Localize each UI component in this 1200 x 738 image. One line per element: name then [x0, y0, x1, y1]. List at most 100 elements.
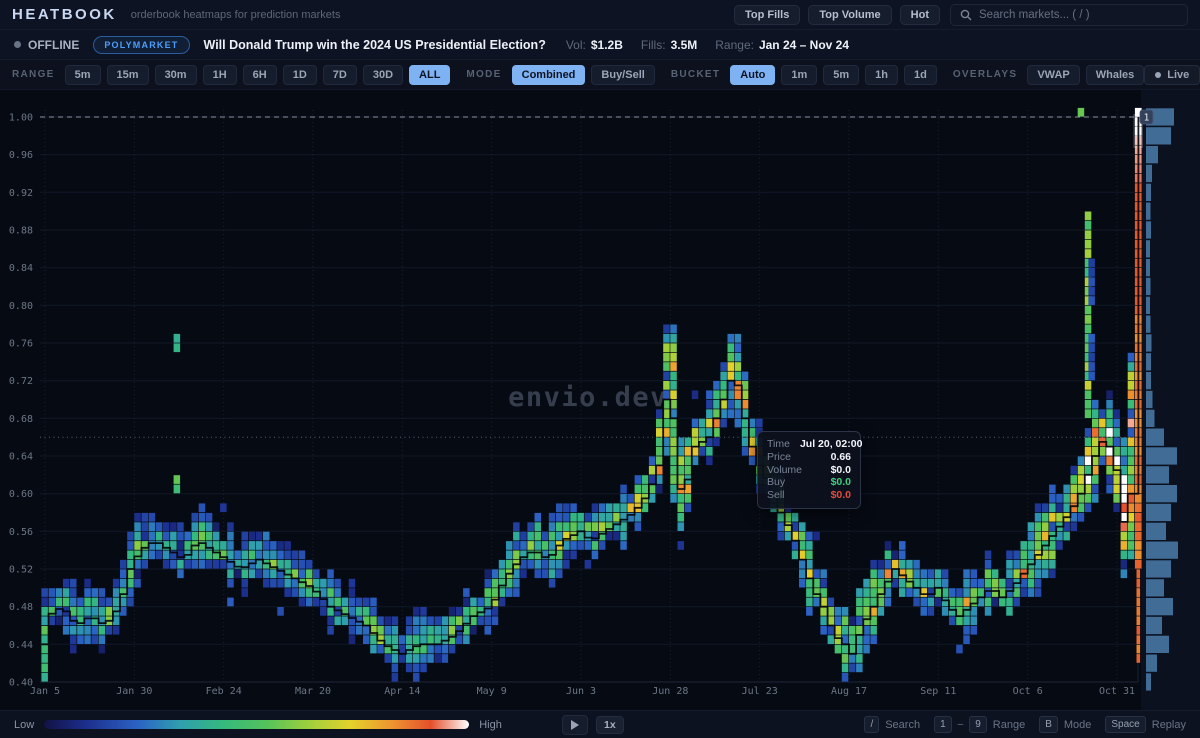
price-line: [41, 117, 1140, 655]
svg-text:0.48: 0.48: [9, 602, 33, 613]
app-logo: HEATBOOK: [12, 6, 117, 23]
toolbar-group-bucket: Auto 1m 5m 1h 1d: [730, 64, 937, 85]
toolbar-right: Live: [1144, 64, 1200, 86]
tooltip-value: $0.0: [830, 489, 851, 502]
svg-text:0.56: 0.56: [9, 527, 33, 538]
header-button-hot[interactable]: Hot: [899, 4, 940, 25]
toolbar-range-5m[interactable]: 5m: [64, 64, 101, 85]
market-stat-fills: Fills: 3.5M: [641, 38, 697, 52]
last-price-tag: 1: [1139, 109, 1154, 125]
toolbar-overlays-vwap[interactable]: VWAP: [1027, 64, 1080, 85]
stat-label: Fills:: [640, 37, 666, 52]
svg-text:0.84: 0.84: [9, 263, 33, 274]
live-button-label: Live: [1167, 68, 1190, 81]
toolbar-range-30m[interactable]: 30m: [154, 64, 197, 85]
exchange-badge[interactable]: POLYMARKET: [93, 35, 190, 54]
heatmap-svg[interactable]: envio.dev 1 1.00 0.96 0.92 0.88 0.84 0.80 0.76 0.…: [0, 90, 1200, 710]
svg-text:0.92: 0.92: [9, 188, 33, 199]
toolbar-label-mode: MODE: [466, 69, 502, 80]
svg-text:Sep 11: Sep 11: [920, 686, 956, 697]
legend-high-label: High: [479, 718, 502, 731]
tooltip-value: 0.66: [830, 450, 851, 463]
svg-text:Apr 14: Apr 14: [384, 686, 420, 697]
keycap-: /: [864, 716, 880, 733]
toolbar-mode-buy-sell[interactable]: Buy/Sell: [591, 64, 655, 85]
toolbar-label-range: RANGE: [12, 69, 55, 80]
shortcut-label: Replay: [1151, 718, 1186, 731]
chart-area: envio.dev 1 1.00 0.96 0.92 0.88 0.84 0.80 0.76 0.…: [0, 90, 1200, 710]
svg-text:0.76: 0.76: [9, 339, 33, 350]
shortcut-label: Mode: [1063, 718, 1092, 731]
replay-speed-button[interactable]: 1x: [596, 715, 624, 734]
keycap-b: B: [1039, 716, 1058, 733]
chart-tooltip: Time Jul 20, 02:00 Price 0.66 Volume $0.0 Buy $…: [757, 431, 863, 509]
play-icon: [571, 719, 579, 730]
toolbar-bucket-1d[interactable]: 1d: [903, 64, 937, 85]
live-button[interactable]: Live: [1144, 64, 1200, 85]
tooltip-row-price: Price 0.66: [767, 451, 851, 464]
search-input[interactable]: [979, 8, 1178, 21]
toolbar-range-7d[interactable]: 7D: [322, 64, 357, 85]
market-title: Will Donald Trump win the 2024 US Presid…: [203, 37, 546, 52]
toolbar-range-6h[interactable]: 6H: [242, 64, 277, 85]
header-button-top-fills[interactable]: Top Fills: [733, 4, 801, 25]
toolbar-range-all[interactable]: ALL: [409, 64, 451, 85]
shortcut-replay: Space Replay: [1105, 716, 1186, 733]
tooltip-label: Buy: [767, 476, 786, 489]
svg-text:Jun 28: Jun 28: [652, 686, 688, 697]
toolbar-overlays-whales[interactable]: Whales: [1085, 64, 1145, 85]
toolbar-mode-combined[interactable]: Combined: [511, 64, 586, 85]
shortcut-label: Search: [885, 718, 921, 731]
toolbar-range-1d[interactable]: 1D: [282, 64, 317, 85]
connection-status: OFFLINE: [14, 38, 79, 52]
svg-text:0.80: 0.80: [9, 301, 33, 312]
stat-label: Range:: [715, 37, 754, 52]
toolbar-bucket-1h[interactable]: 1h: [865, 64, 898, 85]
svg-text:Feb 24: Feb 24: [206, 686, 242, 697]
replay-play-button[interactable]: [562, 714, 588, 735]
market-bar: OFFLINE POLYMARKET Will Donald Trump win…: [0, 30, 1200, 60]
svg-text:Jan 5: Jan 5: [30, 686, 60, 697]
svg-text:0.64: 0.64: [9, 452, 33, 463]
tooltip-value: $0.0: [830, 463, 851, 476]
stat-value: 3.5M: [670, 37, 698, 52]
svg-text:May 9: May 9: [477, 686, 507, 697]
svg-text:1: 1: [1144, 113, 1150, 124]
svg-text:Oct 6: Oct 6: [1013, 686, 1043, 697]
toolbar-range-30d[interactable]: 30D: [362, 64, 404, 85]
x-axis-labels: Jan 5 Jan 30 Feb 24 Mar 20 Apr 14 May 9 Jun 3 J…: [30, 686, 1135, 697]
app-tagline: orderbook heatmaps for prediction market…: [130, 8, 341, 21]
search-box[interactable]: [950, 3, 1188, 26]
legend-low-label: Low: [14, 718, 35, 731]
svg-text:0.96: 0.96: [9, 150, 33, 161]
offline-dot-icon: [14, 41, 21, 48]
y-axis-labels: 1.00 0.96 0.92 0.88 0.84 0.80 0.76 0.72 0.68 0.64…: [9, 113, 33, 689]
tooltip-value: Jul 20, 02:00: [799, 438, 863, 450]
toolbar-range-15m[interactable]: 15m: [106, 64, 149, 85]
tooltip-label: Price: [767, 450, 791, 463]
svg-text:Aug 17: Aug 17: [831, 686, 867, 697]
replay-controls: 1x: [562, 714, 624, 735]
live-dot-icon: [1155, 71, 1162, 78]
heat-legend-gradient: [44, 720, 470, 729]
toolbar-bucket-auto[interactable]: Auto: [730, 64, 776, 85]
toolbar-bucket-5m[interactable]: 5m: [823, 64, 860, 85]
toolbar-bucket-1m[interactable]: 1m: [781, 64, 818, 85]
header-button-top-volume[interactable]: Top Volume: [808, 4, 892, 25]
search-icon: [960, 9, 972, 20]
svg-text:Oct 31: Oct 31: [1099, 686, 1135, 697]
tooltip-label: Sell: [767, 489, 785, 502]
keycap-space: Space: [1105, 716, 1146, 733]
toolbar-groups: RANGE 5m 15m 30m 1H 6H 1D 7D 30D ALL MODE Combined B…: [12, 64, 1145, 85]
toolbar-range-1h[interactable]: 1H: [202, 64, 237, 85]
chart-toolbar: RANGE 5m 15m 30m 1H 6H 1D 7D 30D ALL MODE Combined B…: [0, 60, 1200, 90]
svg-text:0.88: 0.88: [9, 226, 33, 237]
keycap-9: 9: [969, 716, 987, 733]
top-bar: HEATBOOK orderbook heatmaps for predicti…: [0, 0, 1200, 30]
toolbar-group-range: 5m 15m 30m 1H 6H 1D 7D 30D ALL: [64, 64, 451, 85]
heatmap-cells: [41, 107, 1143, 682]
tooltip-label: Time: [767, 438, 790, 450]
market-stat-vol: Vol: $1.2B: [566, 38, 623, 52]
svg-text:Jun 3: Jun 3: [566, 686, 596, 697]
header-actions: Top Fills Top Volume Hot: [733, 4, 940, 25]
